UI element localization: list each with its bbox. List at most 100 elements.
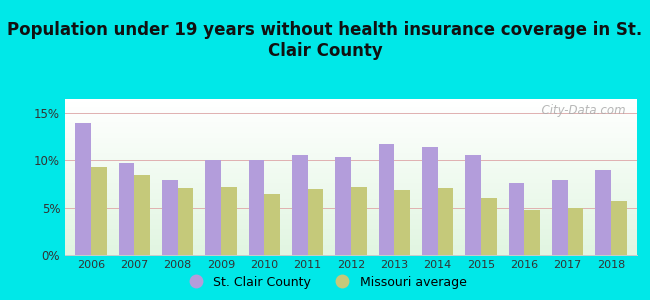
Bar [65,110,637,111]
Bar [65,231,637,232]
Bar [65,135,637,136]
Bar [65,154,637,155]
Bar [292,155,307,255]
Bar [65,101,637,102]
Bar [91,167,107,255]
Bar [395,190,410,255]
Bar [65,254,637,255]
Bar [65,250,637,251]
Bar [65,230,637,231]
Bar [65,252,637,253]
Bar [65,113,637,114]
Bar [65,173,637,174]
Bar [65,198,637,199]
Bar [65,188,637,189]
Bar [65,182,637,183]
Bar [65,236,637,237]
Bar [65,138,637,139]
Bar [65,165,637,166]
Bar [205,160,221,255]
Bar [65,253,637,254]
Bar [525,210,540,255]
Bar [65,119,637,120]
Bar [65,124,637,125]
Bar [65,129,637,130]
Bar [437,188,453,255]
Bar [65,127,637,128]
Bar [65,229,637,230]
Bar [65,228,637,229]
Bar [65,161,637,162]
Bar [509,183,525,255]
Bar [65,176,637,177]
Bar [65,178,637,179]
Bar [65,148,637,149]
Bar [65,163,637,164]
Bar [65,223,637,224]
Bar [221,187,237,255]
Bar [65,245,637,246]
Bar [65,194,637,195]
Bar [65,187,637,188]
Bar [65,130,637,131]
Bar [65,209,637,210]
Bar [65,115,637,116]
Bar [65,218,637,219]
Bar [65,109,637,110]
Bar [65,153,637,154]
Bar [65,112,637,113]
Bar [65,120,637,121]
Bar [119,163,135,255]
Bar [65,139,637,140]
Bar [65,246,637,247]
Bar [65,184,637,185]
Bar [351,187,367,255]
Bar [65,147,637,148]
Bar [65,234,637,235]
Bar [65,185,637,186]
Bar [65,133,637,134]
Bar [65,151,637,152]
Bar [481,198,497,255]
Bar [65,249,637,250]
Bar [65,221,637,222]
Bar [65,131,637,132]
Bar [65,175,637,176]
Bar [65,186,637,187]
Bar [65,125,637,126]
Bar [65,215,637,216]
Bar [65,160,637,161]
Bar [65,117,637,118]
Bar [335,157,351,255]
Bar [65,202,637,203]
Bar [65,204,637,205]
Bar [65,170,637,171]
Bar [65,155,637,156]
Bar [65,180,637,181]
Bar [307,189,323,255]
Bar [65,107,637,108]
Bar [65,159,637,160]
Bar [65,217,637,218]
Bar [65,220,637,221]
Bar [65,183,637,184]
Bar [65,213,637,214]
Bar [611,201,627,255]
Bar [177,188,193,255]
Bar [65,179,637,180]
Bar [65,206,637,207]
Bar [65,211,637,212]
Bar [65,216,637,217]
Bar [422,147,437,255]
Bar [65,181,637,182]
Bar [65,114,637,115]
Bar [65,225,637,226]
Bar [65,111,637,112]
Bar [65,136,637,137]
Bar [552,180,567,255]
Bar [65,200,637,201]
Bar [65,222,637,223]
Text: Population under 19 years without health insurance coverage in St.
Clair County: Population under 19 years without health… [7,21,643,60]
Bar [65,203,637,204]
Bar [65,158,637,159]
